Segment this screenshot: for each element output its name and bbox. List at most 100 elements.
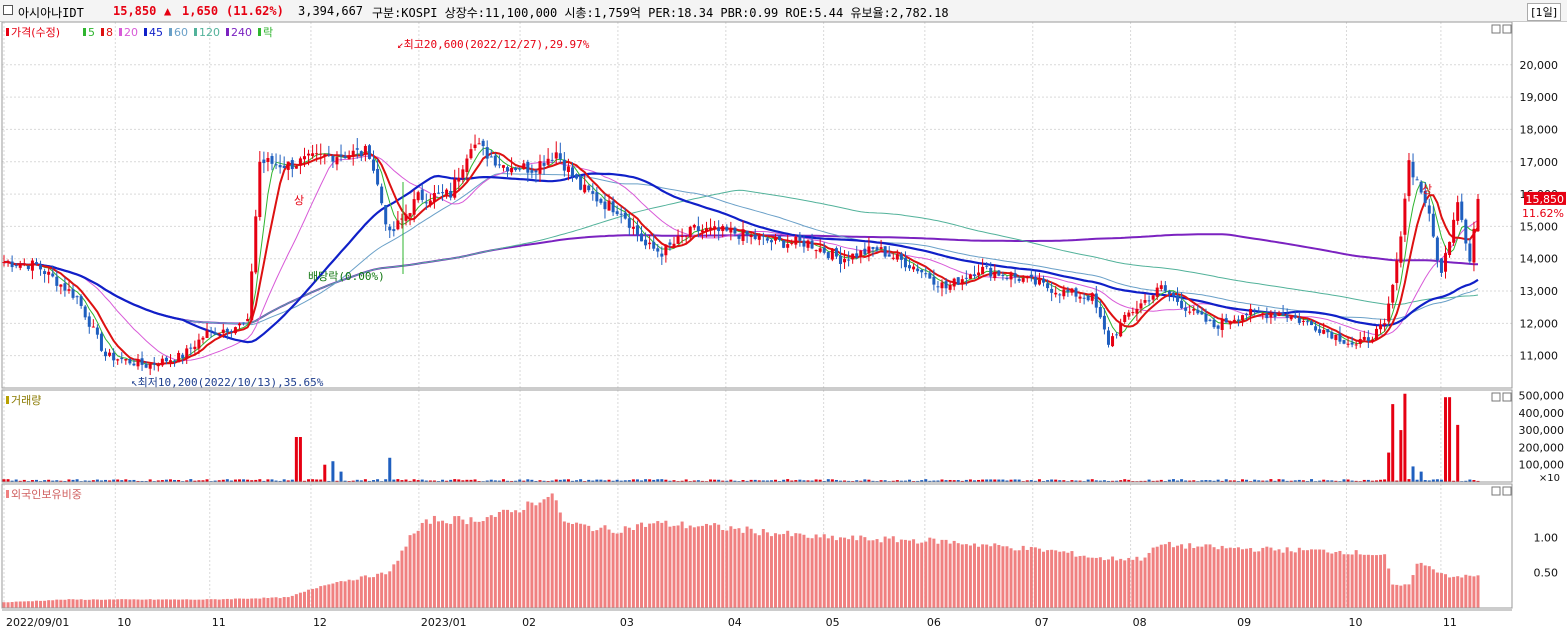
stock-name[interactable]: 아시아나IDT	[18, 6, 84, 20]
foreign-ratio-bar	[396, 560, 400, 608]
candle-body	[774, 238, 778, 241]
foreign-ratio-bar	[63, 599, 67, 608]
volume-bar	[989, 479, 993, 482]
foreign-ratio-bar	[611, 532, 615, 608]
candle-body	[51, 273, 55, 277]
candle-body	[173, 360, 177, 362]
volume-bar	[749, 479, 753, 482]
candle-body	[806, 240, 810, 248]
candle-body	[932, 276, 936, 285]
foreign-ratio-bar	[782, 533, 786, 608]
date-axis-label: 04	[728, 616, 742, 629]
foreign-ratio-bar	[660, 522, 664, 608]
price-axis-label: 15,000	[1520, 220, 1559, 233]
volume-bar	[432, 480, 436, 482]
volume-bar	[120, 480, 124, 482]
volume-bar	[1379, 479, 1383, 482]
candle-body	[834, 248, 838, 257]
foreign-ratio-bar	[120, 599, 124, 608]
pane-border	[1, 389, 1513, 483]
foreign-ratio-bar	[1431, 569, 1435, 608]
candle-body	[388, 226, 392, 231]
candle-body	[136, 359, 140, 367]
volume-unit-label: ×10	[1539, 473, 1560, 484]
volume-bar	[790, 480, 794, 482]
volume-bar	[1310, 479, 1314, 482]
candle-body	[1370, 339, 1374, 342]
date-axis-label: 02	[522, 616, 536, 629]
candle-body	[818, 248, 822, 252]
candle-body	[664, 244, 668, 256]
foreign-ratio-bar	[1078, 556, 1082, 608]
candle-body	[798, 234, 802, 241]
foreign-ratio-bar	[307, 589, 311, 608]
volume-bar	[920, 480, 924, 482]
volume-bar	[729, 479, 733, 482]
foreign-ratio-bar	[428, 523, 432, 608]
panel-toggle-icon[interactable]	[3, 5, 13, 15]
candle-body	[71, 289, 75, 298]
foreign-ratio-bar	[1106, 559, 1110, 608]
volume-bar	[465, 479, 469, 482]
candle-body	[1439, 258, 1443, 273]
foreign-ratio-bar	[2, 602, 6, 608]
volume-bar	[611, 480, 615, 482]
foreign-ratio-bar	[1265, 546, 1269, 608]
volume-bar	[485, 480, 489, 482]
foreign-ratio-bar	[465, 524, 469, 608]
foreign-ratio-bar	[343, 581, 347, 608]
volume-bar	[640, 480, 644, 482]
candle-body	[1236, 319, 1240, 321]
volume-bar	[1167, 479, 1171, 482]
foreign-ratio-bar	[968, 545, 972, 608]
foreign-ratio-bar	[1358, 554, 1362, 608]
volume-bar	[664, 479, 668, 482]
foreign-ratio-bar	[786, 530, 790, 608]
foreign-ratio-bar	[506, 509, 510, 608]
foreign-ratio-bar	[863, 537, 867, 608]
foreign-ratio-bar	[1131, 559, 1135, 608]
foreign-ratio-bar	[164, 599, 168, 608]
volume-bar	[867, 479, 871, 482]
candle-body	[1326, 329, 1330, 333]
candle-body	[1228, 321, 1232, 325]
volume-bar	[1261, 480, 1265, 482]
volume-bar	[558, 479, 562, 482]
foreign-ratio-bar	[116, 599, 120, 608]
foreign-ratio-bar	[1090, 557, 1094, 608]
foreign-ratio-bar	[599, 527, 603, 608]
candle-body	[278, 165, 282, 168]
candle-body	[851, 253, 855, 260]
candle-body	[1216, 325, 1220, 329]
candle-body	[534, 170, 538, 173]
candle-body	[635, 225, 639, 235]
foreign-ratio-bar	[1119, 558, 1123, 608]
volume-bar	[1391, 404, 1395, 482]
volume-bar	[67, 479, 71, 482]
stock-chart: 11,00012,00013,00014,00015,00016,00017,0…	[1, 22, 1566, 629]
candlestick-series	[2, 134, 1480, 376]
foreign-ratio-bar	[920, 542, 924, 608]
volume-bar	[367, 480, 371, 482]
volume-axis-label: 400,000	[1519, 407, 1565, 420]
volume-bar	[331, 461, 335, 482]
volume-bar	[855, 480, 859, 482]
volume-bar	[916, 480, 920, 482]
candle-body	[355, 148, 359, 150]
candle-body	[75, 296, 79, 298]
foreign-ratio-bar	[1330, 553, 1334, 608]
candle-body	[1159, 285, 1163, 289]
candle-body	[124, 359, 128, 361]
volume-bar	[635, 479, 639, 482]
candle-body	[1054, 292, 1058, 295]
price-change-pct: (11.62%)	[226, 4, 284, 18]
candle-body	[181, 354, 185, 359]
volume-bar	[1285, 480, 1289, 482]
period-selector[interactable]: [1일]	[1527, 3, 1561, 21]
candle-body	[944, 281, 948, 289]
candle-body	[587, 185, 591, 191]
foreign-ratio-bar	[924, 541, 928, 608]
volume-bar	[757, 480, 761, 482]
foreign-ratio-bar	[201, 599, 205, 608]
foreign-ratio-bar	[1171, 547, 1175, 608]
